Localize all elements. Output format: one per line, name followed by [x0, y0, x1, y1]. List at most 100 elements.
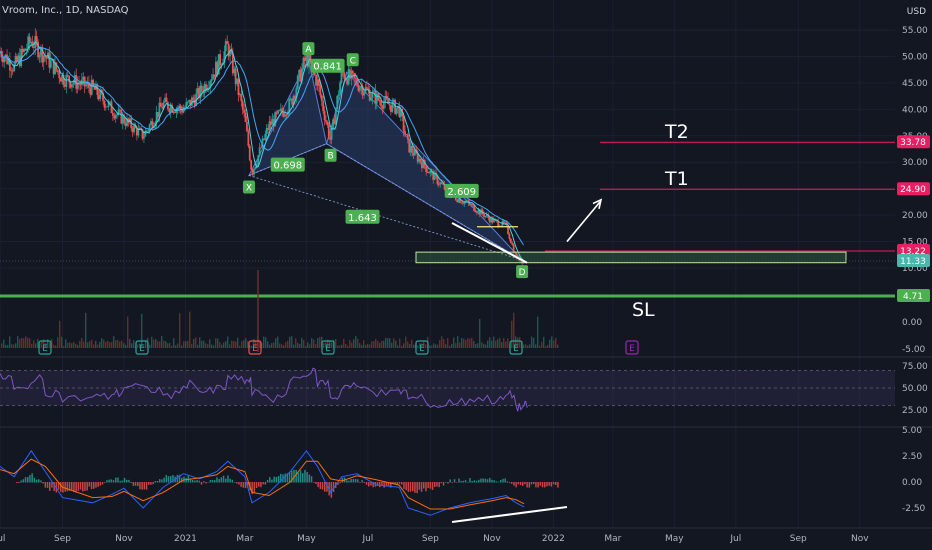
signal-line	[0, 458, 525, 510]
candle-body	[182, 109, 185, 113]
volume-bar	[235, 341, 237, 348]
volume-bar	[477, 343, 479, 348]
volume-bar	[391, 342, 393, 348]
volume-bar	[245, 338, 247, 348]
volume-bar	[75, 343, 77, 348]
macd-histogram-bar	[159, 479, 161, 483]
candle-body	[90, 79, 93, 95]
candle-body	[30, 41, 32, 44]
candle-body	[196, 88, 199, 94]
volume-bar	[73, 341, 75, 348]
macd-histogram-bar	[275, 476, 278, 483]
volume-bar	[459, 342, 461, 348]
candle-body	[291, 98, 293, 105]
macd-histogram-bar	[86, 482, 88, 491]
pattern-point-label: X	[246, 183, 252, 193]
candle-body	[454, 195, 457, 201]
candle-body	[103, 100, 106, 108]
macd-histogram-bar	[302, 473, 304, 483]
macd-histogram-bar	[156, 481, 159, 483]
macd-histogram-bar	[537, 482, 539, 488]
price-tag	[897, 135, 930, 149]
volume-bar	[407, 341, 409, 348]
macd-histogram-bar	[451, 482, 454, 483]
candle-body	[220, 64, 223, 66]
macd-histogram-bar	[110, 479, 113, 483]
macd-histogram-bar	[403, 482, 405, 489]
candle-body	[488, 217, 491, 223]
macd-histogram-bar	[88, 482, 91, 487]
volume-bar	[231, 340, 233, 348]
macd-histogram-bar	[414, 482, 416, 493]
volume-bar	[3, 339, 5, 348]
macd-histogram-bar	[244, 482, 247, 489]
macd-histogram-bar	[108, 479, 110, 483]
macd-histogram-bar	[339, 482, 341, 484]
volume-bar	[285, 342, 287, 348]
candle-body	[62, 74, 65, 85]
macd-histogram-bar	[357, 479, 359, 483]
macd-histogram-bar	[315, 482, 317, 485]
candle-body	[214, 61, 217, 77]
candle-body	[244, 112, 247, 122]
ratio-label: 0.698	[273, 161, 302, 172]
candle-body	[143, 136, 145, 139]
candle-body	[236, 78, 238, 85]
macd-histogram-bar	[491, 479, 493, 483]
candle-body	[162, 102, 165, 109]
macd-histogram-bar	[90, 482, 93, 490]
volume-bar	[367, 344, 369, 348]
volume-bar	[453, 337, 455, 348]
macd-histogram-bar	[500, 480, 502, 483]
volume-bar	[227, 336, 229, 348]
candle-body	[388, 103, 391, 106]
earnings-marker-label: E	[325, 344, 331, 354]
macd-histogram-bar	[467, 481, 469, 483]
macd-histogram-bar	[522, 482, 524, 486]
volume-bar	[501, 342, 503, 348]
volume-bar	[337, 345, 339, 348]
candle-body	[500, 225, 502, 227]
volume-bar	[539, 345, 541, 348]
candle-body	[154, 122, 157, 126]
volume-bar	[255, 340, 257, 348]
pattern-point-badge	[324, 148, 337, 162]
macd-histogram-bar	[117, 477, 119, 483]
candle-body	[216, 61, 219, 75]
volume-bar	[471, 337, 473, 348]
volume-bar	[323, 343, 325, 348]
volume-bar	[519, 337, 521, 348]
candle-body	[521, 260, 524, 264]
volume-bar	[155, 339, 157, 348]
volume-bar	[185, 341, 187, 348]
macd-histogram-bar	[207, 482, 209, 483]
macd-histogram-bar	[546, 482, 548, 487]
macd-histogram-bar	[434, 482, 436, 488]
macd-histogram-bar	[416, 482, 418, 494]
candle-body	[199, 85, 202, 99]
candle-body	[350, 70, 353, 79]
candle-body	[275, 112, 278, 114]
volume-bar	[359, 343, 361, 348]
candle-body	[4, 54, 7, 58]
volume-bar	[1, 343, 3, 348]
macd-histogram-bar	[326, 482, 328, 492]
macd-histogram-bar	[535, 482, 537, 488]
candle-body	[71, 84, 73, 88]
macd-histogram-bar	[330, 482, 333, 498]
volume-bar	[141, 313, 143, 348]
macd-histogram-bar	[519, 482, 522, 486]
candle-body	[416, 153, 419, 162]
volume-bar	[469, 338, 471, 348]
volume-bar	[7, 345, 9, 348]
macd-histogram-bar	[40, 480, 42, 483]
candle-body	[456, 200, 459, 203]
candle-body	[354, 78, 357, 80]
macd-histogram-bar	[548, 482, 550, 486]
volume-bar	[313, 339, 315, 348]
y-tick-label: 0.00	[902, 318, 922, 328]
macd-histogram-bar	[502, 478, 504, 483]
candle-body	[250, 160, 253, 170]
pattern-point-badge	[242, 180, 255, 194]
volume-bar	[137, 344, 139, 348]
